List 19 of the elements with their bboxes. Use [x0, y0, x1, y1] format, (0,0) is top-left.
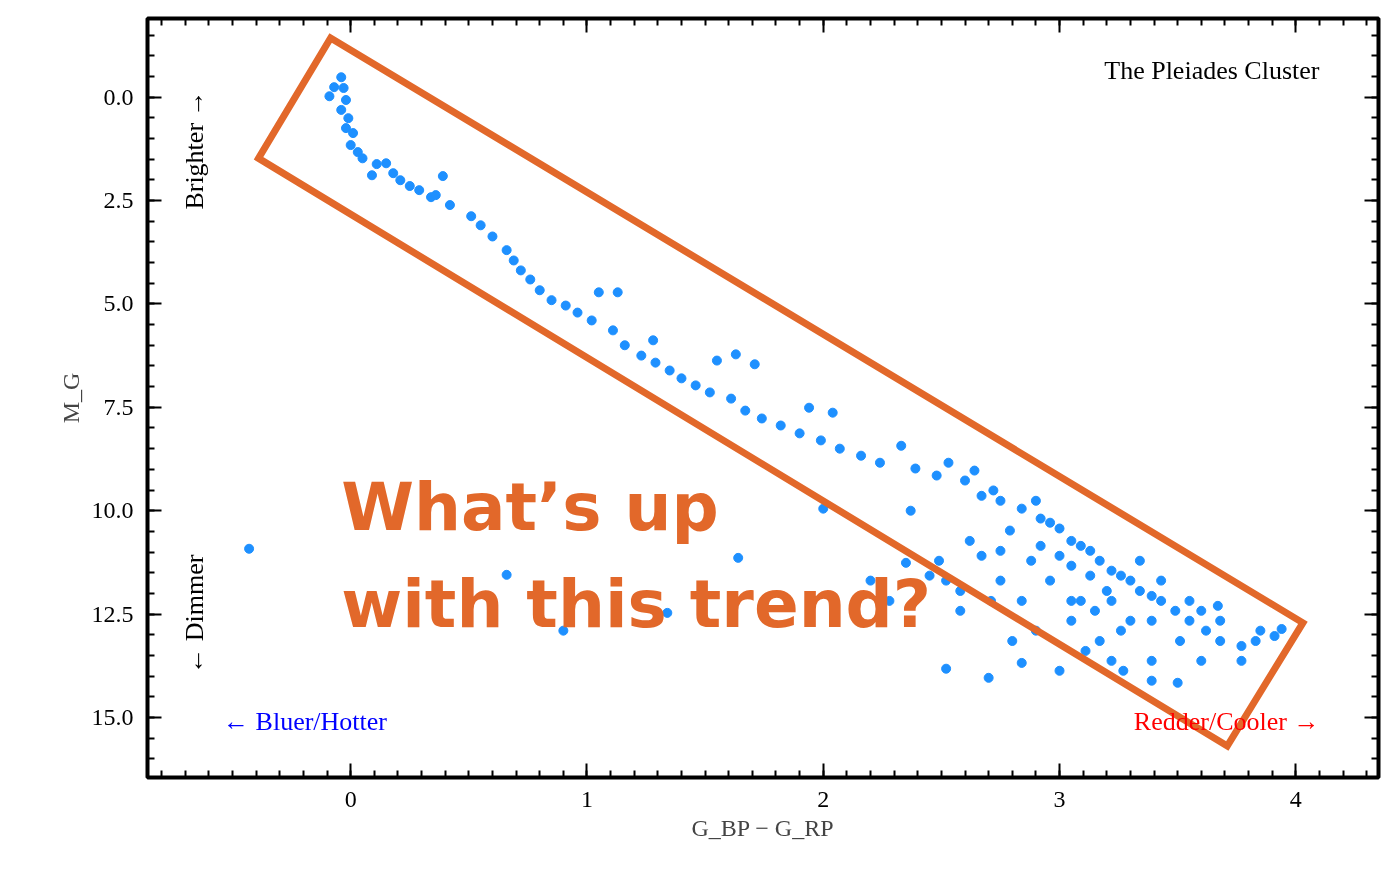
annotation: ← Dimmer — [180, 554, 210, 674]
annotation: Brighter → — [180, 90, 210, 210]
annotation: What’s up with this trend? — [341, 469, 932, 643]
y-tick-label: 12.5 — [91, 600, 134, 627]
y-tick-label: 5.0 — [103, 290, 134, 317]
annotation: ← Bluer/Hotter — [223, 707, 388, 737]
y-tick-label: 10.0 — [91, 497, 134, 524]
x-tick-label: 4 — [1289, 785, 1302, 812]
x-tick-label: 1 — [580, 785, 593, 812]
x-tick-label: 0 — [344, 785, 357, 812]
y-tick-label: 15.0 — [91, 704, 134, 731]
y-axis-title: M_G — [57, 372, 84, 424]
y-tick-label: 0.0 — [103, 83, 134, 110]
x-tick-label: 3 — [1053, 785, 1066, 812]
x-tick-label: 2 — [817, 785, 830, 812]
x-axis-title: G_BP − G_RP — [691, 814, 834, 841]
y-tick-label: 2.5 — [103, 186, 134, 213]
annotation: The Pleiades Cluster — [1104, 55, 1320, 85]
y-tick-label: 7.5 — [103, 393, 134, 420]
